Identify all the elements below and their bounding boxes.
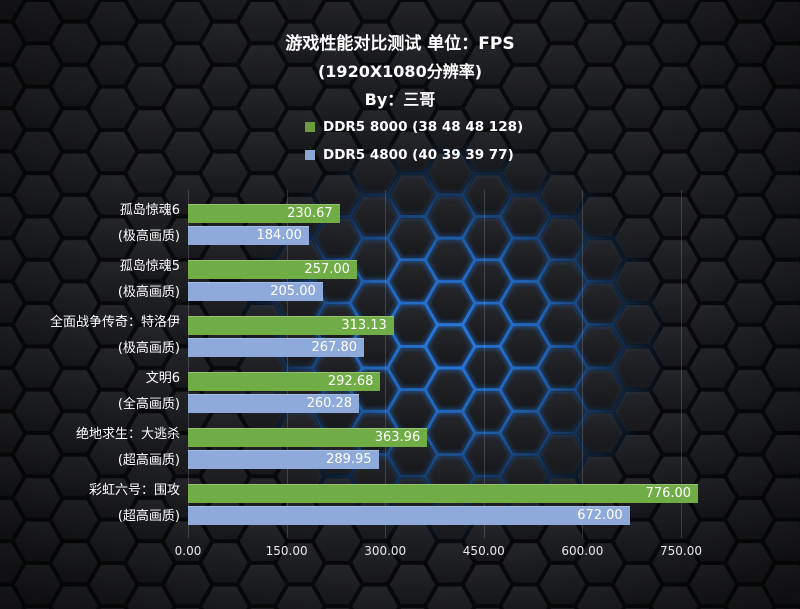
chart-title-block: 游戏性能对比测试 单位：FPS (1920X1080分辨率) By：三哥: [0, 30, 800, 114]
bar-ddr5-8000: 313.13: [188, 316, 394, 335]
bar-ddr5-4800: 267.80: [188, 338, 365, 357]
bar-value-label: 776.00: [645, 486, 692, 501]
bar-value-label: 292.68: [327, 374, 374, 389]
category-name: 彩虹六号：围攻: [88, 483, 180, 498]
gridline: [286, 190, 288, 538]
category-name: 绝地求生：大逃杀: [75, 427, 180, 442]
category-label: 绝地求生：大逃杀 (超高画质): [76, 422, 180, 474]
bar-value-label: 313.13: [341, 318, 387, 333]
category-label: 孤岛惊魂5 (极高画质): [118, 254, 180, 306]
gridline: [681, 190, 682, 538]
gridline: [188, 190, 189, 538]
gridline: [385, 190, 387, 538]
legend: DDR5 8000 (38 48 48 128) DDR5 4800 (40 3…: [305, 119, 523, 175]
bar-ddr5-4800: 672.00: [188, 506, 630, 525]
bar-ddr5-8000: 292.68: [188, 372, 381, 391]
legend-label-ddr5-4800: DDR5 4800 (40 39 39 77): [323, 147, 514, 163]
chart-title: 游戏性能对比测试 单位：FPS: [285, 34, 515, 54]
legend-item-ddr5-4800: DDR5 4800 (40 39 39 77): [305, 147, 523, 163]
gridline: [483, 190, 485, 538]
x-axis-tick-label: 150.00: [265, 544, 308, 558]
x-axis-tick-label: 600.00: [561, 544, 604, 558]
gridline: [582, 190, 584, 538]
bar-value-label: 257.00: [304, 262, 350, 277]
bar-value-label: 260.28: [306, 396, 353, 411]
category-quality-setting: (极高画质): [117, 341, 180, 356]
bar-ddr5-8000: 257.00: [188, 260, 357, 279]
chart-byline: By：三哥: [364, 90, 436, 109]
category-quality-setting: (超高画质): [117, 453, 180, 468]
bar-value-label: 184.00: [256, 228, 302, 243]
bar-ddr5-8000: 363.96: [188, 428, 428, 447]
chart-subtitle: (1920X1080分辨率): [317, 62, 483, 81]
x-axis-tick-label: 300.00: [364, 544, 407, 558]
category-quality-setting: (极高画质): [117, 229, 180, 244]
bar-value-label: 205.00: [270, 284, 316, 299]
category-label: 文明6 (全高画质): [118, 366, 180, 418]
x-axis-tick-label: 450.00: [462, 544, 505, 558]
category-name: 文明6: [145, 371, 180, 386]
bar-value-label: 289.95: [326, 452, 372, 467]
x-axis-tick-label: 750.00: [660, 544, 702, 558]
legend-swatch-blue-icon: [305, 150, 315, 160]
bar-ddr5-8000: 230.67: [188, 204, 340, 223]
category-label: 全面战争传奇：特洛伊 (极高画质): [50, 310, 180, 362]
category-name: 孤岛惊魂5: [119, 259, 180, 274]
bar-ddr5-4800: 184.00: [188, 226, 309, 245]
legend-item-ddr5-8000: DDR5 8000 (38 48 48 128): [305, 119, 523, 135]
category-name: 孤岛惊魂6: [119, 203, 180, 218]
bar-ddr5-4800: 289.95: [188, 450, 379, 469]
category-label: 彩虹六号：围攻 (超高画质): [89, 478, 180, 530]
bar-ddr5-4800: 205.00: [188, 282, 323, 301]
category-quality-setting: (超高画质): [117, 509, 180, 524]
x-axis-tick-label: 0.00: [174, 544, 202, 558]
category-name: 全面战争传奇：特洛伊: [49, 315, 180, 330]
legend-swatch-green-icon: [305, 122, 315, 132]
legend-label-ddr5-8000: DDR5 8000 (38 48 48 128): [323, 119, 524, 135]
category-quality-setting: (全高画质): [117, 397, 180, 412]
bar-value-label: 672.00: [577, 508, 623, 523]
category-quality-setting: (极高画质): [117, 285, 180, 300]
bar-value-label: 363.96: [374, 430, 421, 445]
category-label: 孤岛惊魂6 (极高画质): [118, 198, 180, 250]
bar-ddr5-8000: 776.00: [188, 484, 699, 503]
bar-value-label: 230.67: [287, 206, 333, 221]
bar-ddr5-4800: 260.28: [188, 394, 360, 413]
bar-value-label: 267.80: [311, 340, 358, 355]
